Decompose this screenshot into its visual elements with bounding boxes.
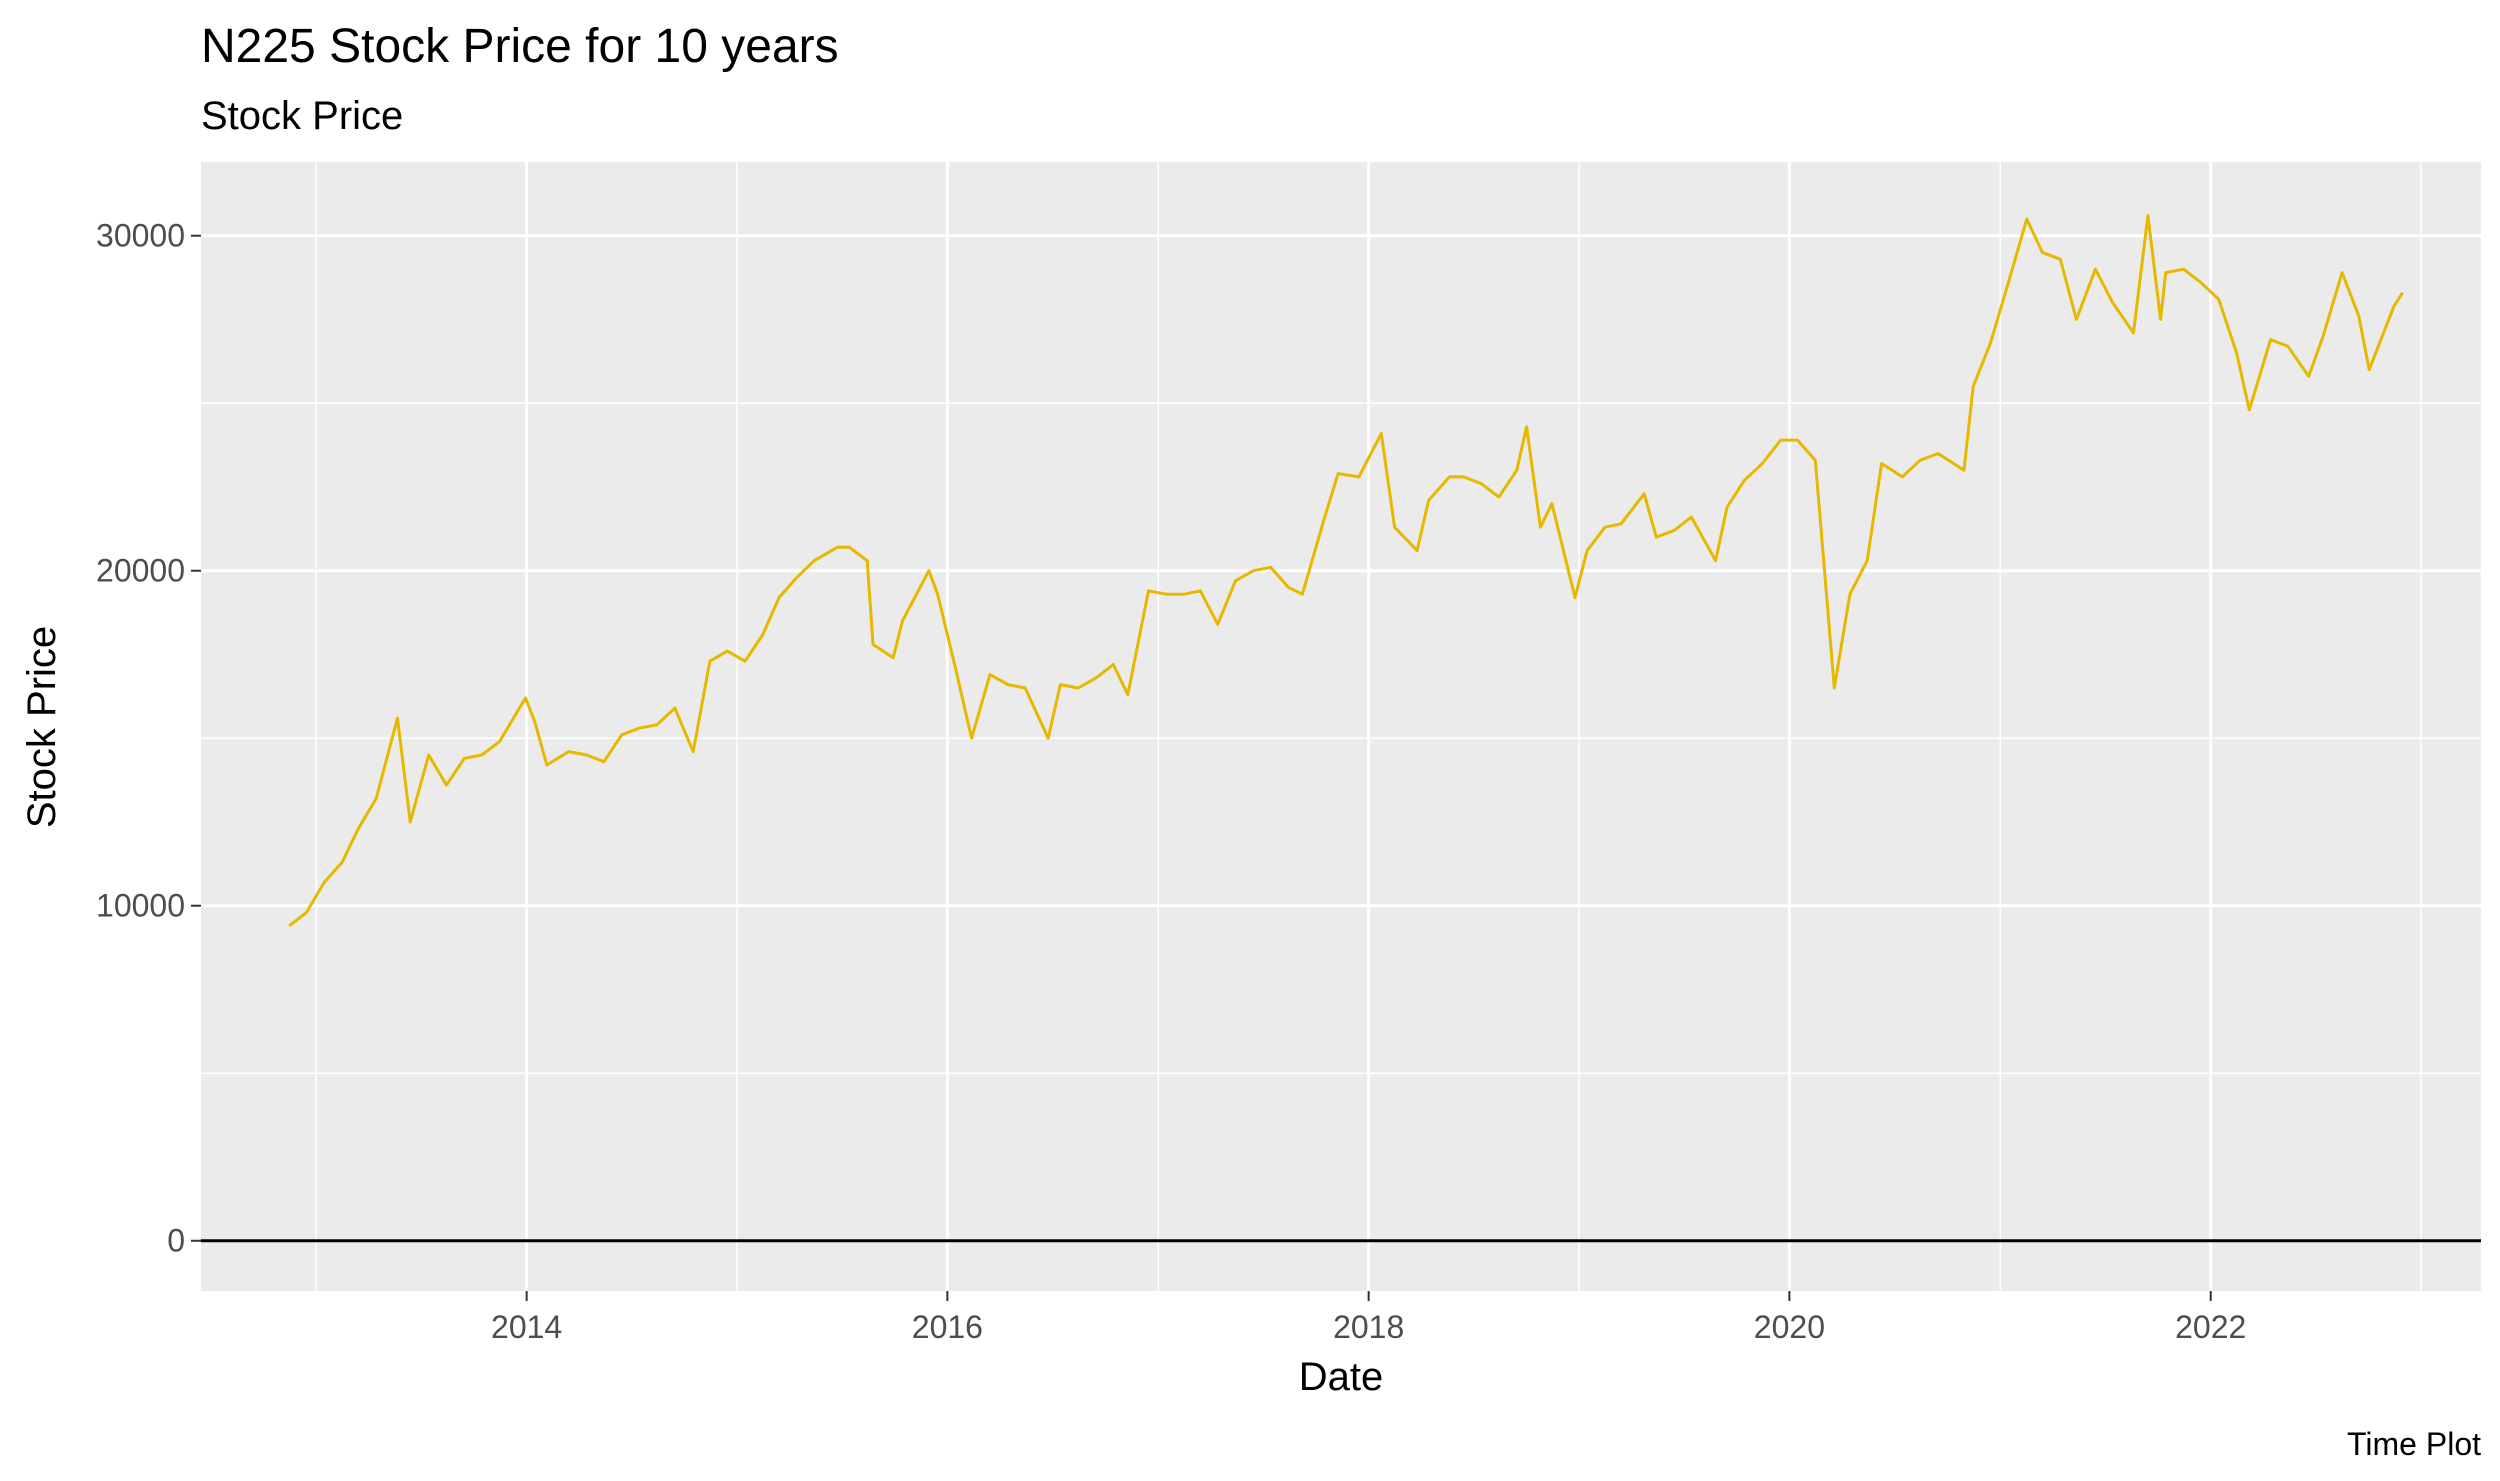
y-tick-label: 30000	[96, 218, 185, 254]
x-tick-label: 2016	[912, 1309, 983, 1345]
x-tick-label: 2022	[2175, 1309, 2246, 1345]
x-axis: 2014 2016 2018 2020 2022	[491, 1291, 2246, 1345]
grid-minor	[201, 162, 2481, 1291]
series-line-stock-price	[288, 214, 2404, 927]
x-tick-label: 2014	[491, 1309, 562, 1345]
x-tick-label: 2020	[1754, 1309, 1825, 1345]
y-tick-label: 0	[167, 1223, 185, 1259]
chart-title: N225 Stock Price for 10 years	[201, 20, 839, 73]
y-axis-title: Stock Price	[20, 626, 64, 828]
y-tick-label: 20000	[96, 553, 185, 589]
chart-subtitle: Stock Price	[201, 94, 403, 138]
plot-panel	[201, 162, 2481, 1291]
y-axis: 0 10000 20000 30000	[96, 218, 201, 1259]
y-tick-label: 10000	[96, 888, 185, 924]
x-tick-label: 2018	[1333, 1309, 1404, 1345]
x-axis-title: Date	[1299, 1355, 1384, 1399]
chart-caption: Time Plot	[2347, 1426, 2481, 1462]
